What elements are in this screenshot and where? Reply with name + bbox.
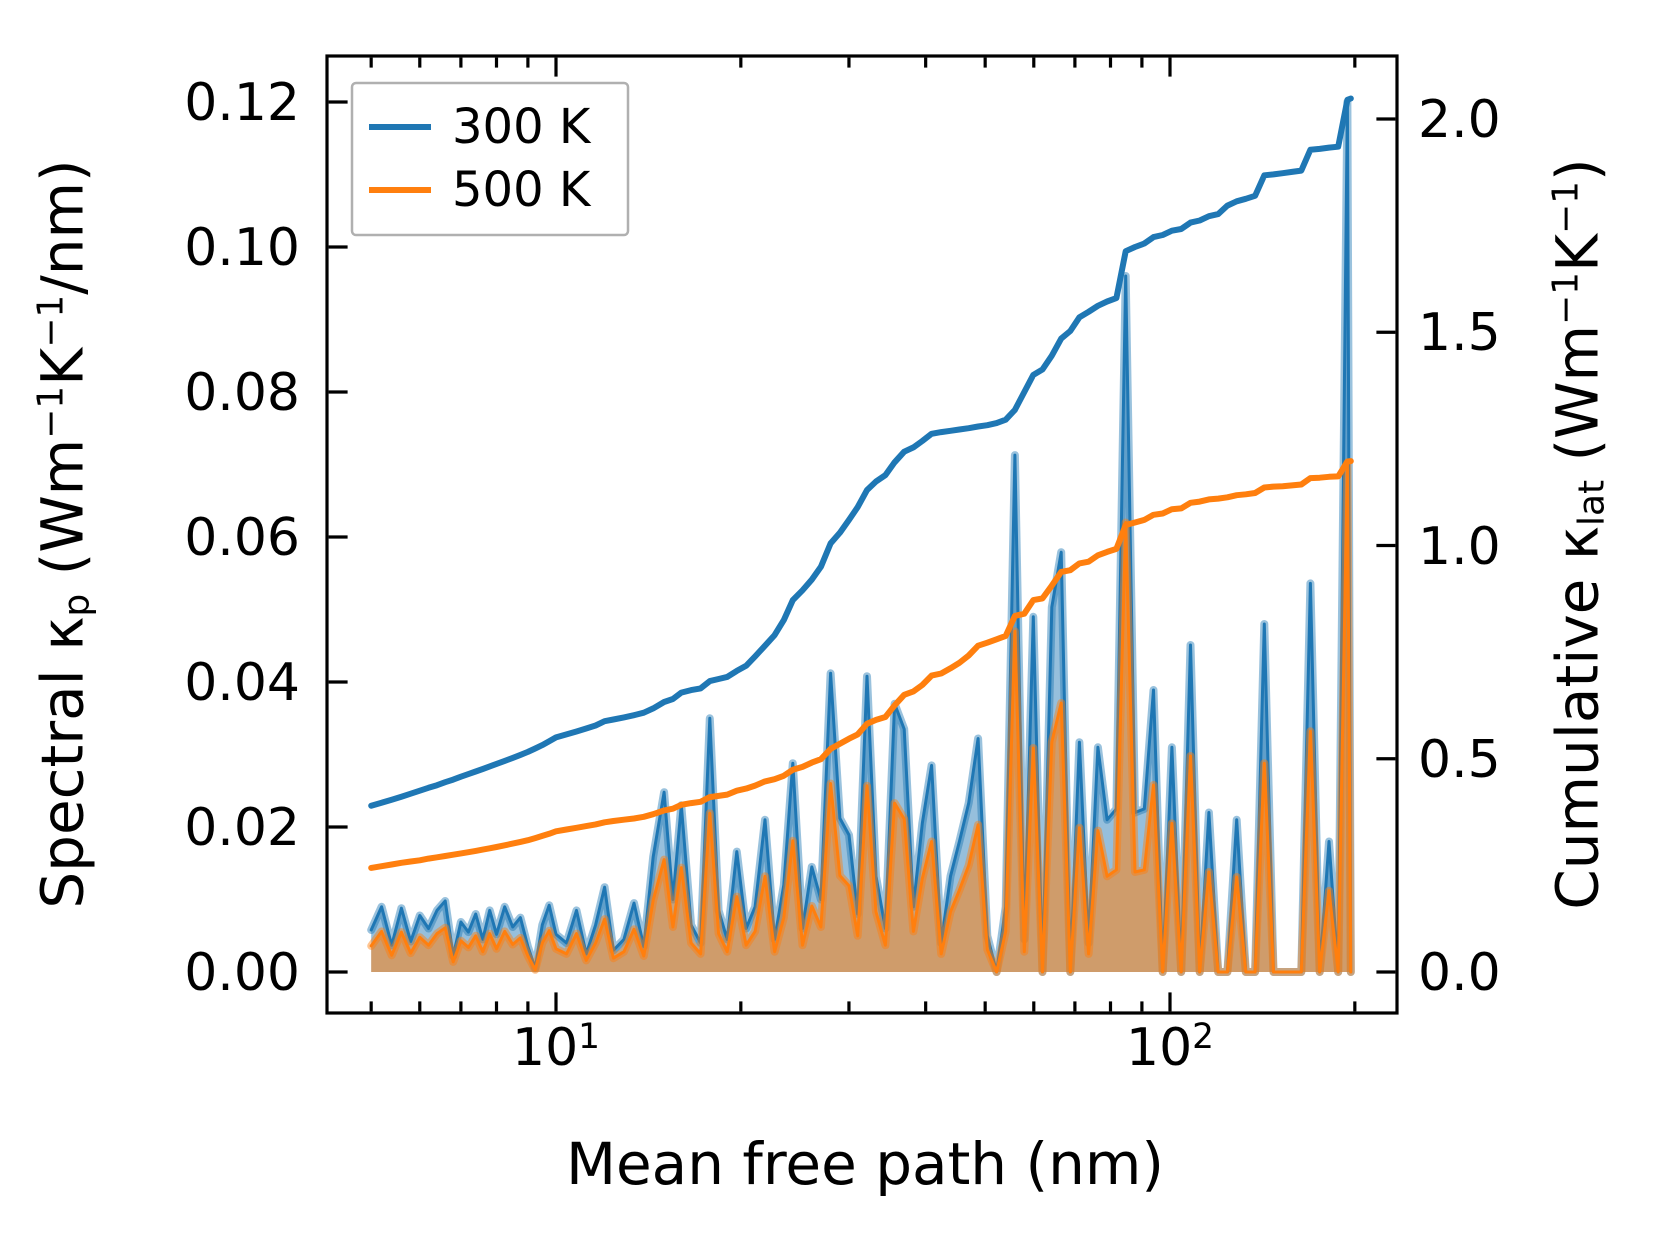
y-right-tick-label-0.0: 0.0 <box>1418 943 1501 1003</box>
y-left-title-sub: p <box>56 593 98 617</box>
y-left-tick-label-0.12: 0.12 <box>184 73 300 133</box>
x-tick-label-10: 101 <box>486 1017 626 1080</box>
y-right-tick-label-1.0: 1.0 <box>1418 517 1501 577</box>
x-tick-100-exp: 2 <box>1192 1016 1214 1057</box>
plot-area <box>367 95 1355 976</box>
y-left-tick-label-0.02: 0.02 <box>184 798 300 858</box>
plot-border <box>325 54 1399 1015</box>
y-right-title-part: ) <box>1543 158 1612 181</box>
y-right-tick-label-0.5: 0.5 <box>1418 730 1501 790</box>
y-right-title-part: (Wm <box>1543 324 1612 480</box>
x-tick-10-exp: 1 <box>578 1016 600 1057</box>
legend-box <box>350 81 630 237</box>
y-left-tick-label-0.06: 0.06 <box>184 508 300 568</box>
axis-ticks <box>328 57 1396 1012</box>
series-500k-spectral-line <box>369 461 1353 974</box>
y-left-title-part: /nm) <box>28 159 97 295</box>
y-right-title-part: Cumulative κ <box>1543 526 1612 910</box>
series-300k-cumulative-line <box>368 95 1354 809</box>
y-right-tick-label-2.0: 2.0 <box>1418 90 1501 150</box>
y-right-tick-label-1.5: 1.5 <box>1418 303 1501 363</box>
y-left-tick-label-0.00: 0.00 <box>184 943 300 1003</box>
y-left-title-part: (Wm <box>28 438 97 594</box>
y-right-title-sup: −1 <box>1545 271 1587 325</box>
series-500k-cumulative-line <box>368 458 1354 871</box>
legend-label-300k: 300 K <box>452 99 591 155</box>
y-left-title-sup: −1 <box>30 294 72 348</box>
y-right-title-part: K <box>1543 233 1612 272</box>
y-axis-title-right: Cumulative κlat (Wm−1K−1) <box>1544 158 1616 909</box>
series-300k-spectral-line <box>369 100 1353 974</box>
y-left-title-part: K <box>28 347 97 386</box>
y-right-title-sub: lat <box>1571 479 1613 527</box>
y-left-title-part: Spectral κ <box>28 616 97 909</box>
y-left-tick-label-0.10: 0.10 <box>184 218 300 278</box>
y-left-tick-label-0.04: 0.04 <box>184 653 300 713</box>
legend <box>350 81 630 237</box>
legend-label-500k: 500 K <box>452 162 591 218</box>
x-tick-10-base: 10 <box>511 1018 579 1078</box>
x-axis-title: Mean free path (nm) <box>565 1130 1165 1198</box>
y-axis-title-left: Spectral κp (Wm−1K−1/nm) <box>29 159 101 908</box>
y-left-tick-label-0.08: 0.08 <box>184 363 300 423</box>
x-tick-label-100: 102 <box>1100 1017 1240 1080</box>
y-right-title-sup: −1 <box>1545 180 1587 234</box>
x-tick-100-base: 10 <box>1125 1018 1193 1078</box>
y-left-title-sup: −1 <box>30 385 72 439</box>
